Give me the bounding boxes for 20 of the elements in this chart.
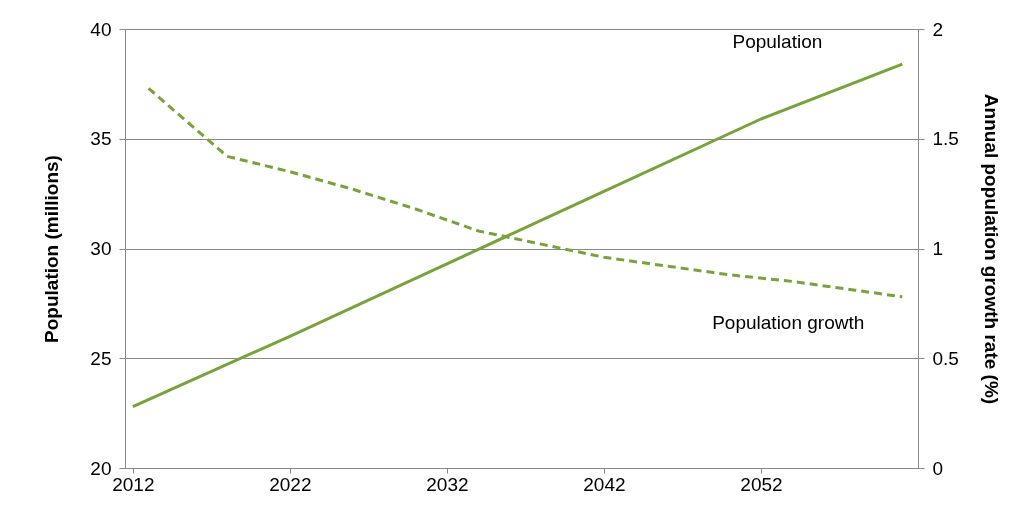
text: Population — [732, 31, 823, 53]
y2-axis-title: Annual population growth rate (%) — [980, 93, 1002, 405]
x-tick-label: 2032 — [426, 473, 469, 495]
y-axis-title: Population (millions) — [41, 155, 63, 343]
y2-tick-label: 2 — [932, 18, 944, 40]
series-label: Population growth — [712, 311, 865, 333]
line-series — [131, 62, 904, 409]
y-tick-label: 35 — [90, 128, 112, 150]
y-tick-label: 30 — [90, 238, 112, 259]
y-tick-label: 25 — [90, 347, 112, 369]
y-tick-label: 40 — [90, 18, 112, 40]
x-tick-label: 2012 — [112, 473, 155, 495]
y-tick-label: 20 — [90, 457, 112, 479]
x-tick-label: 2042 — [583, 473, 626, 495]
y2-tick-label: 1 — [932, 238, 944, 259]
y2-tick-label: 1.5 — [932, 128, 959, 150]
x-tick-label: 2052 — [740, 473, 783, 495]
y2-tick-label: 0.5 — [932, 347, 959, 369]
y2-tick-label: 0 — [932, 457, 944, 479]
x-tick-label: 2022 — [269, 473, 312, 495]
